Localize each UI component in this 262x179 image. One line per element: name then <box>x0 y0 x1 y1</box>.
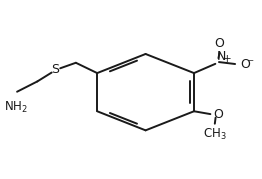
Text: O: O <box>214 108 223 121</box>
Text: O: O <box>215 37 225 50</box>
Text: N: N <box>216 50 226 63</box>
Text: S: S <box>52 63 59 76</box>
Text: O: O <box>240 57 250 71</box>
Text: +: + <box>223 54 232 64</box>
Text: $^-$: $^-$ <box>246 58 255 68</box>
Text: NH$_2$: NH$_2$ <box>4 100 28 115</box>
Text: CH$_3$: CH$_3$ <box>203 127 227 142</box>
